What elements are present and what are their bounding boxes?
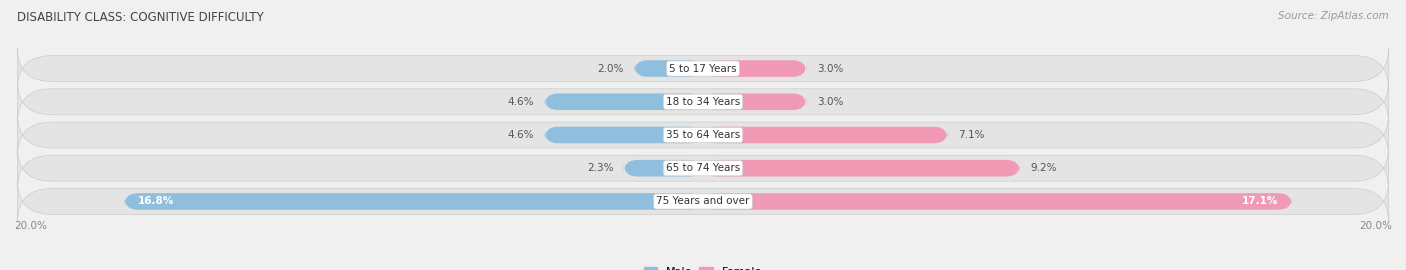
Text: 4.6%: 4.6% — [508, 130, 534, 140]
FancyBboxPatch shape — [17, 115, 1389, 155]
Text: 16.8%: 16.8% — [138, 197, 174, 207]
Text: 7.1%: 7.1% — [957, 130, 984, 140]
Text: 2.0%: 2.0% — [598, 63, 624, 73]
Text: DISABILITY CLASS: COGNITIVE DIFFICULTY: DISABILITY CLASS: COGNITIVE DIFFICULTY — [17, 11, 263, 24]
Text: 4.6%: 4.6% — [508, 97, 534, 107]
FancyBboxPatch shape — [634, 60, 703, 77]
FancyBboxPatch shape — [17, 82, 1389, 122]
Text: 2.3%: 2.3% — [586, 163, 613, 173]
FancyBboxPatch shape — [703, 93, 807, 110]
FancyBboxPatch shape — [124, 193, 703, 210]
Text: 18 to 34 Years: 18 to 34 Years — [666, 97, 740, 107]
Text: 75 Years and over: 75 Years and over — [657, 197, 749, 207]
Legend: Male, Female: Male, Female — [640, 262, 766, 270]
Text: 20.0%: 20.0% — [1360, 221, 1392, 231]
FancyBboxPatch shape — [703, 160, 1019, 177]
Text: 65 to 74 Years: 65 to 74 Years — [666, 163, 740, 173]
FancyBboxPatch shape — [17, 48, 1389, 89]
FancyBboxPatch shape — [544, 93, 703, 110]
Text: 3.0%: 3.0% — [817, 97, 844, 107]
FancyBboxPatch shape — [17, 148, 1389, 188]
FancyBboxPatch shape — [703, 60, 807, 77]
FancyBboxPatch shape — [703, 127, 948, 143]
FancyBboxPatch shape — [17, 181, 1389, 222]
Text: 3.0%: 3.0% — [817, 63, 844, 73]
Text: Source: ZipAtlas.com: Source: ZipAtlas.com — [1278, 11, 1389, 21]
Text: 5 to 17 Years: 5 to 17 Years — [669, 63, 737, 73]
FancyBboxPatch shape — [703, 193, 1292, 210]
Text: 9.2%: 9.2% — [1031, 163, 1057, 173]
Text: 17.1%: 17.1% — [1241, 197, 1278, 207]
Text: 20.0%: 20.0% — [14, 221, 46, 231]
Text: 35 to 64 Years: 35 to 64 Years — [666, 130, 740, 140]
FancyBboxPatch shape — [544, 127, 703, 143]
FancyBboxPatch shape — [624, 160, 703, 177]
